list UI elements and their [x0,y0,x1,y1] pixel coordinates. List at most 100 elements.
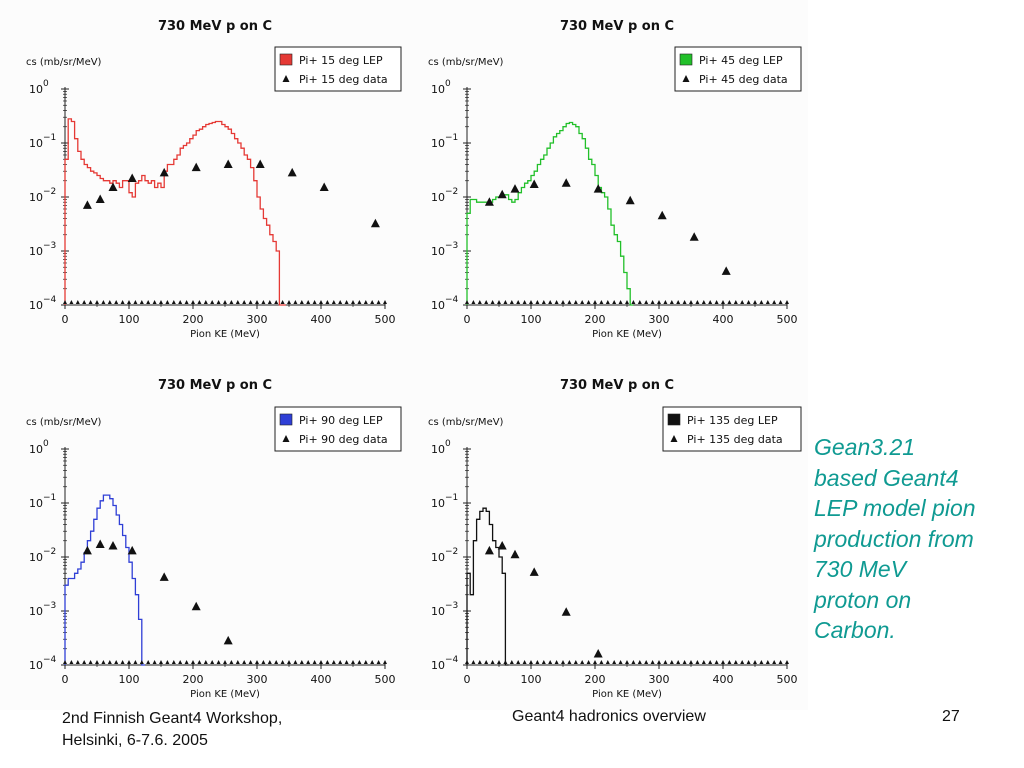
legend-box [274,406,402,452]
data-point [529,567,539,576]
baseline-point [357,660,362,664]
baseline-point [701,300,706,304]
data-point [127,545,137,555]
y-tick-label: 10−3 [29,241,56,258]
x-tick-label: 400 [311,313,332,326]
baseline-point [708,300,713,304]
data-point [593,184,603,193]
baseline-point [159,660,163,664]
y-tick-label: 10−1 [431,493,458,510]
footer-line: Helsinki, 6-7.6. 2005 [62,732,208,749]
x-tick-label: 100 [119,313,140,326]
y-tick-label: 10−4 [431,295,459,312]
baseline-point [593,300,597,304]
baseline-point [255,660,259,664]
baseline-point [759,660,764,664]
baseline-point [465,300,469,304]
baseline-point [184,300,189,304]
y-tick-label: 100 [431,79,451,96]
legend-label: Pi+ 45 deg data [699,73,788,86]
data-point [108,540,118,550]
y-tick-label: 100 [431,439,451,456]
chart-title: 730 MeV p on C [158,19,272,34]
baseline-point [267,300,272,304]
data-point [223,635,233,645]
baseline-point [554,300,559,304]
y-tick-label: 10−1 [431,133,458,150]
baseline-point [676,300,681,304]
data-point [721,266,731,275]
baseline-point [280,300,285,304]
baseline-point [618,660,623,664]
chart-title: 730 MeV p on C [560,378,674,393]
baseline-point [293,660,298,664]
baseline-point [235,660,240,664]
baseline-point [471,300,476,304]
baseline-point [197,660,202,664]
x-tick-label: 500 [375,673,396,686]
baseline-point [657,300,661,304]
baseline-point [484,300,489,304]
baseline-point [376,660,381,664]
baseline-point [625,300,629,304]
baseline-point [127,300,131,304]
x-axis-label: Pion KE (MeV) [190,329,260,340]
baseline-point [165,300,170,304]
data-point [255,159,265,168]
data-point [82,545,92,555]
data-point [529,179,539,189]
page-number: 27 [942,708,960,725]
baseline-point [299,660,304,664]
baseline-point [554,660,559,664]
legend-label: Pi+ 15 deg data [299,73,388,86]
legend-label: Pi+ 135 deg LEP [687,414,778,427]
baseline-point [357,300,362,304]
x-tick-label: 200 [585,313,606,326]
baseline-point [69,660,74,664]
baseline-point [331,660,336,664]
histogram-series [466,121,634,306]
chart-panel-4: 730 MeV p on C cs (mb/sr/MeV) Pion KE (MeV… [428,378,802,700]
baseline-point [203,300,208,304]
baseline-point [152,660,157,664]
baseline-point [325,660,330,664]
data-point [657,210,667,220]
baseline-point [383,660,387,664]
y-axis-label: cs (mb/sr/MeV) [26,57,102,68]
baseline-point [631,660,636,664]
baseline-point [293,300,298,304]
baseline-point [772,300,777,304]
baseline-point [235,300,240,304]
baseline-point [695,660,700,664]
y-tick-label: 10−1 [29,133,56,150]
legend-label: Pi+ 90 deg data [299,433,388,446]
x-tick-label: 0 [464,313,471,326]
baseline-point [561,300,565,304]
baseline-point [146,660,151,664]
x-tick-label: 500 [777,673,798,686]
baseline-point [274,300,279,304]
footer-workshop: 2nd Finnish Geant4 Workshop, Helsinki, 6… [62,708,282,752]
baseline-point [676,660,681,664]
data-point [593,648,603,658]
data-point [561,607,571,616]
baseline-point [541,300,546,304]
baseline-point [184,660,189,664]
baseline-point [509,660,514,664]
legend-label: Pi+ 45 deg LEP [699,54,783,67]
baseline-point [522,660,527,664]
baseline-point [669,660,674,664]
baseline-point [503,300,508,304]
baseline-point [529,660,533,664]
baseline-point [548,660,553,664]
baseline-point [75,660,80,664]
data-point [223,159,233,168]
x-tick-label: 100 [521,313,542,326]
legend-box [274,46,402,92]
baseline-point [114,660,119,664]
baseline-point [727,300,732,304]
baseline-point [567,660,572,664]
y-tick-label: 10−2 [29,187,56,204]
baseline-point [689,660,693,664]
baseline-point [669,300,674,304]
